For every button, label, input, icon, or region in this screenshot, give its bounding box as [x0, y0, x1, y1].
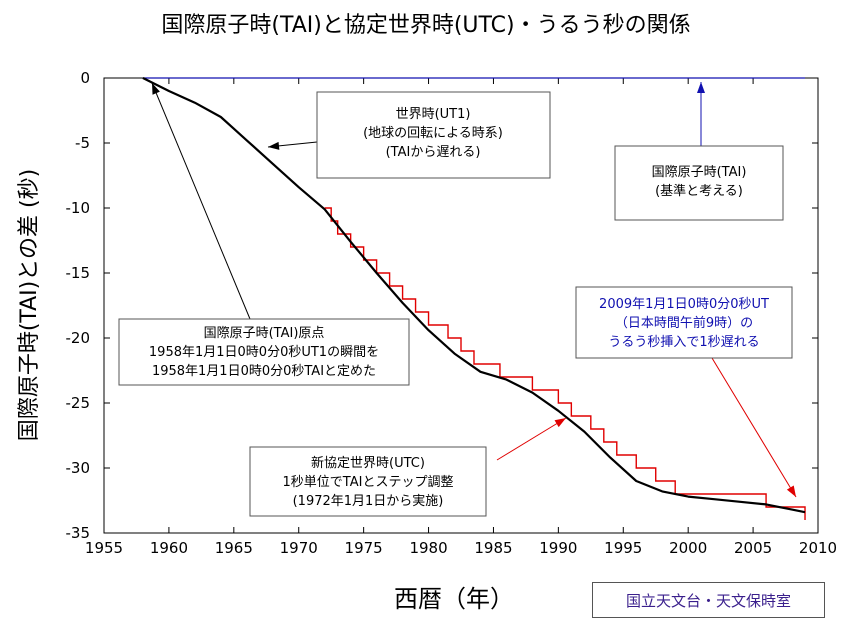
tai-annotation: 国際原子時(TAI) (基準と考える) [614, 145, 784, 221]
y-tick-label: -15 [66, 264, 91, 282]
leap2009-arrow-head [786, 485, 796, 497]
x-tick-label: 1975 [345, 539, 383, 557]
leap2009-note-line: （日本時間午前9時）の [615, 315, 753, 331]
tai-arrow-head [697, 82, 705, 93]
chart-title: 国際原子時(TAI)と協定世界時(UTC)・うるう秒の関係 [161, 13, 690, 38]
leap2009-arrow [711, 357, 797, 498]
axis-ticks: 1955 1960 1965 1970 1975 1980 1985 1990 1995 2000… [66, 69, 838, 557]
utc-annotation: 新協定世界時(UTC) 1秒単位でTAIとステップ調整 (1972年1月1日から… [249, 446, 487, 517]
credit-label: 国立天文台・天文保時室 [592, 582, 825, 618]
leap2009-note-line: 2009年1月1日0時0分0秒UT [599, 297, 769, 312]
x-tick-label: 1955 [85, 539, 123, 557]
x-tick-label: 1970 [280, 539, 318, 557]
annotation-arrows [151, 82, 797, 498]
y-tick-label: -25 [66, 394, 91, 412]
origin-arrow [151, 82, 251, 320]
ut1-note-line: (地球の回転による時系) [363, 126, 503, 141]
origin-note-line: 1958年1月1日0時0分0秒UT1の瞬間を [149, 345, 379, 360]
origin-note-line: 1958年1月1日0時0分0秒TAIと定めた [152, 364, 376, 379]
origin-arrow-head [152, 83, 160, 95]
y-tick-label: -5 [75, 134, 90, 152]
x-axis-label: 西暦（年） [394, 585, 514, 613]
utc-arrow-head [554, 418, 566, 428]
x-tick-label: 1960 [150, 539, 188, 557]
tai-note-line: (基準と考える) [655, 183, 743, 199]
utc-step-line [324, 207, 806, 520]
origin-note-line: 国際原子時(TAI)原点 [204, 326, 325, 341]
leap2009-annotation: 2009年1月1日0時0分0秒UT （日本時間午前9時）の うるう秒挿入で1秒遅… [575, 286, 793, 359]
y-tick-label: -10 [66, 199, 91, 217]
x-tick-label: 2005 [734, 539, 772, 557]
x-tick-label: 1985 [474, 539, 512, 557]
ut1-note-line: 世界時(UT1) [396, 107, 471, 122]
x-tick-label: 1995 [604, 539, 642, 557]
tai-note-line: 国際原子時(TAI) [652, 165, 747, 180]
y-tick-label: -20 [66, 329, 91, 347]
ut1-annotation: 世界時(UT1) (地球の回転による時系) (TAIから遅れる) [316, 91, 551, 179]
utc-note-line: (1972年1月1日から実施) [293, 493, 444, 509]
y-tick-label: 0 [80, 69, 90, 87]
y-tick-label: -30 [66, 459, 91, 477]
ut1-arrow-head [268, 141, 280, 150]
utc-note-line: 1秒単位でTAIとステップ調整 [283, 474, 454, 490]
ut1-curve [142, 77, 806, 514]
origin-annotation: 国際原子時(TAI)原点 1958年1月1日0時0分0秒UT1の瞬間を 1958… [118, 318, 410, 386]
leap2009-note-line: うるう秒挿入で1秒遅れる [608, 335, 759, 350]
series-layer [142, 77, 806, 520]
x-tick-label: 2010 [799, 539, 837, 557]
x-tick-label: 1965 [215, 539, 253, 557]
y-axis-label: 国際原子時(TAI)との差 (秒) [17, 169, 42, 441]
utc-note-line: 新協定世界時(UTC) [311, 455, 425, 471]
x-tick-label: 2000 [669, 539, 707, 557]
utc-arrow [496, 417, 567, 461]
x-tick-label: 1990 [539, 539, 577, 557]
ut1-note-line: (TAIから遅れる) [386, 145, 481, 160]
y-tick-label: -35 [66, 524, 91, 542]
x-tick-label: 1980 [409, 539, 447, 557]
